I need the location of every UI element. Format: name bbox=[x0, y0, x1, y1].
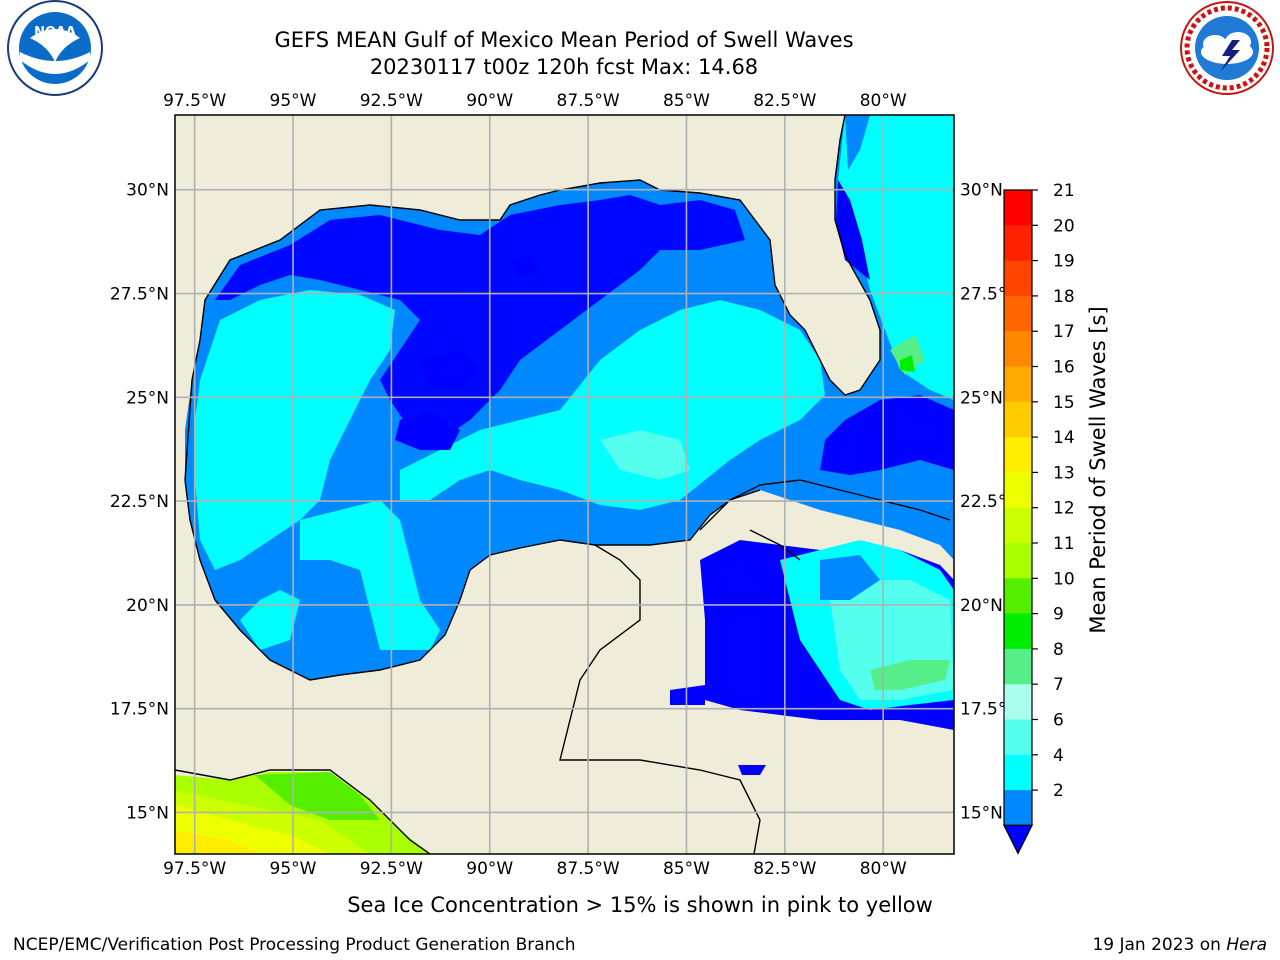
colorbar-tick-label: 12 bbox=[1053, 499, 1075, 519]
lon-tick-label: 92.5°W bbox=[360, 91, 423, 111]
lat-ticks-left: 30°N 27.5°N 25°N 22.5°N 20°N 17.5°N 15°N bbox=[110, 181, 169, 824]
colorbar-tick-label: 17 bbox=[1053, 322, 1075, 342]
colorbar-segment bbox=[1004, 684, 1032, 720]
colorbar-segment bbox=[1004, 613, 1032, 650]
colorbar-segment bbox=[1004, 260, 1032, 297]
lat-tick-label: 27.5°N bbox=[110, 285, 169, 305]
lat-tick-label: 30°N bbox=[960, 181, 1003, 201]
lat-tick-label: 20°N bbox=[960, 596, 1003, 616]
colorbar-tick-label: 14 bbox=[1053, 428, 1075, 448]
colorbar-tick-label: 18 bbox=[1053, 287, 1075, 307]
lon-tick-label: 90°W bbox=[466, 859, 513, 879]
colorbar-segment bbox=[1004, 754, 1032, 791]
colorbar-segment bbox=[1004, 472, 1032, 509]
lon-tick-label: 97.5°W bbox=[163, 91, 226, 111]
lon-tick-label: 87.5°W bbox=[557, 91, 620, 111]
colorbar-segment bbox=[1004, 578, 1032, 615]
colorbar-segment bbox=[1004, 331, 1032, 367]
colorbar-segment bbox=[1004, 295, 1032, 332]
lon-tick-label: 82.5°W bbox=[753, 859, 816, 879]
footer-date-text: 19 Jan 2023 on bbox=[1092, 935, 1226, 955]
colorbar-segment bbox=[1004, 437, 1032, 473]
colorbar-segment bbox=[1004, 366, 1032, 403]
colorbar-tick-label: 8 bbox=[1053, 640, 1064, 660]
noaa-logo: NOAA bbox=[7, 0, 103, 96]
lat-tick-label: 15°N bbox=[960, 803, 1003, 823]
map-content bbox=[175, 115, 954, 854]
lon-tick-label: 90°W bbox=[466, 91, 513, 111]
colorbar-segment bbox=[1004, 719, 1032, 756]
lon-tick-label: 87.5°W bbox=[557, 859, 620, 879]
footer-host: Hera bbox=[1226, 935, 1267, 955]
footer-date: 19 Jan 2023 on Hera bbox=[1092, 935, 1267, 955]
map-subtitle: 20230117 t00z 120h fcst Max: 14.68 bbox=[370, 55, 758, 79]
lon-tick-label: 80°W bbox=[860, 91, 907, 111]
map-title: GEFS MEAN Gulf of Mexico Mean Period of … bbox=[274, 28, 853, 52]
colorbar-tick-label: 10 bbox=[1053, 569, 1075, 589]
lon-tick-label: 95°W bbox=[270, 91, 317, 111]
map-border bbox=[174, 114, 955, 855]
lat-tick-label: 17.5°N bbox=[110, 700, 169, 720]
lat-tick-label: 15°N bbox=[126, 803, 169, 823]
colorbar-tick-label: 15 bbox=[1053, 393, 1075, 413]
lon-tick-label: 85°W bbox=[663, 91, 710, 111]
lon-tick-label: 92.5°W bbox=[360, 859, 423, 879]
colorbar-tick-label: 2 bbox=[1053, 781, 1064, 801]
colorbar-segment bbox=[1004, 190, 1032, 226]
colorbar-tick-label: 4 bbox=[1053, 746, 1064, 766]
colorbar-tick-label: 9 bbox=[1053, 605, 1064, 625]
gulf-swell-field bbox=[185, 115, 954, 680]
colorbar-tick-label: 21 bbox=[1053, 181, 1075, 201]
colorbar-tick-label: 20 bbox=[1053, 216, 1075, 236]
colorbar-label: Mean Period of Swell Waves [s] bbox=[1086, 306, 1110, 633]
lon-tick-label: 80°W bbox=[860, 859, 907, 879]
lat-tick-label: 25°N bbox=[126, 388, 169, 408]
lon-tick-label: 95°W bbox=[270, 859, 317, 879]
colorbar-tick-label: 13 bbox=[1053, 463, 1075, 483]
colorbar-tick-label: 6 bbox=[1053, 711, 1064, 731]
colorbar: 21 20 19 18 17 16 15 14 13 12 11 10 9 8 7 6 4 2 bbox=[1003, 181, 1075, 855]
colorbar-segment bbox=[1004, 225, 1032, 262]
footer-credit: NCEP/EMC/Verification Post Processing Pr… bbox=[13, 935, 576, 955]
lon-tick-label: 85°W bbox=[663, 859, 710, 879]
colorbar-tick-label: 11 bbox=[1053, 534, 1075, 554]
lat-tick-label: 30°N bbox=[126, 181, 169, 201]
coastlines bbox=[175, 115, 951, 854]
colorbar-segment bbox=[1004, 507, 1032, 544]
colorbar-segment bbox=[1004, 648, 1032, 685]
sea-ice-note: Sea Ice Concentration > 15% is shown in … bbox=[347, 893, 933, 917]
lon-ticks-bottom: 97.5°W 95°W 92.5°W 90°W 87.5°W 85°W 82.5°W 80°W bbox=[163, 859, 907, 879]
colorbar-segment bbox=[1004, 543, 1032, 579]
colorbar-segment bbox=[1004, 401, 1032, 438]
atlantic-swell-field bbox=[820, 115, 954, 475]
colorbar-segment bbox=[1004, 790, 1032, 826]
colorbar-tick-label: 19 bbox=[1053, 252, 1075, 272]
colorbar-extend-arrow bbox=[1003, 824, 1033, 855]
lat-tick-label: 25°N bbox=[960, 388, 1003, 408]
nws-logo bbox=[1180, 1, 1274, 95]
colorbar-tick-label: 16 bbox=[1053, 358, 1075, 378]
lon-ticks-top: 97.5°W 95°W 92.5°W 90°W 87.5°W 85°W 82.5°W 80°W bbox=[163, 91, 907, 111]
lat-tick-label: 22.5°N bbox=[110, 492, 169, 512]
lon-tick-label: 97.5°W bbox=[163, 859, 226, 879]
colorbar-tick-label: 7 bbox=[1053, 675, 1064, 695]
caribbean-swell-field bbox=[670, 540, 954, 775]
graticule bbox=[175, 115, 954, 854]
noaa-logo-text: NOAA bbox=[34, 25, 76, 40]
lon-tick-label: 82.5°W bbox=[753, 91, 816, 111]
lat-tick-label: 20°N bbox=[126, 596, 169, 616]
